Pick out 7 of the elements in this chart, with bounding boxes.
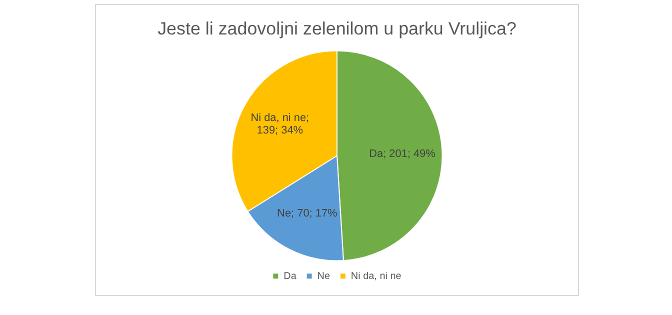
legend-label: Ne (317, 270, 330, 282)
chart-title: Jeste li zadovoljni zelenilom u parku Vruljica? (158, 18, 516, 39)
data-label: Ne; 70; 17% (277, 208, 338, 220)
legend-label: Da (284, 270, 297, 282)
data-label: Ni da, ni ne; 139; 34% (250, 112, 310, 137)
data-label: Da; 201; 49% (369, 148, 436, 160)
legend-label: Ni da, ni ne (350, 270, 402, 282)
